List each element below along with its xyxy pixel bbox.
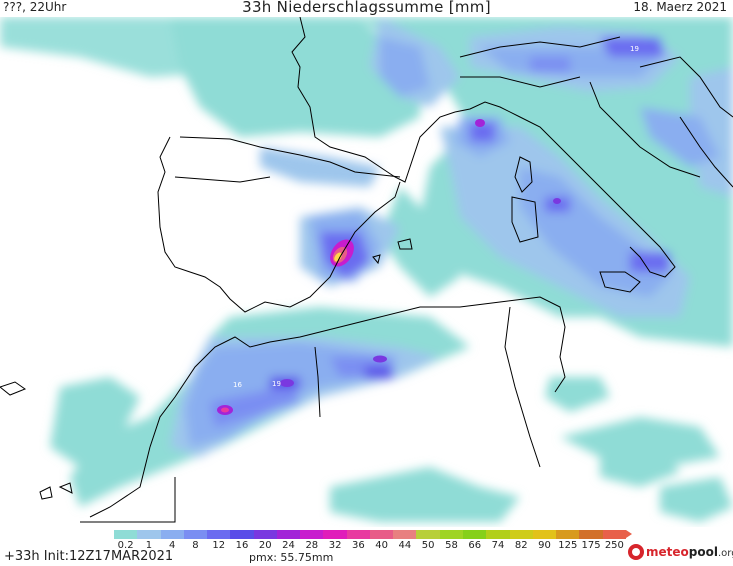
legend-swatch [253, 530, 277, 539]
legend-tick: 66 [468, 540, 482, 551]
precipitation-peaks [217, 119, 561, 415]
legend-swatch [532, 530, 557, 539]
legend-tick: 125 [558, 540, 578, 551]
legend-tick: 82 [514, 540, 528, 551]
run-time-label: ???, 22Uhr [3, 0, 67, 14]
legend-tick: 50 [421, 540, 435, 551]
legend-tick: 1 [145, 540, 153, 551]
legend-swatch [579, 530, 603, 539]
legend-tick: 4 [168, 540, 176, 551]
legend-tick: 175 [581, 540, 601, 551]
legend-swatch [486, 530, 510, 539]
map-label-b: 16 [233, 381, 242, 389]
legend-swatch [462, 530, 487, 539]
map-label-c: 19 [272, 380, 281, 388]
legend-tick: 44 [398, 540, 412, 551]
legend-swatch [416, 530, 440, 539]
legend-tick: 90 [538, 540, 551, 551]
legend-tick: 74 [491, 540, 505, 551]
map-label-a: 19 [630, 45, 639, 53]
legend-tick: 0.2 [117, 540, 134, 551]
legend-arrow-icon [626, 530, 632, 538]
legend-swatch [393, 530, 417, 539]
meteopool-logo: meteopool.org [628, 544, 733, 560]
legend-swatch [137, 530, 161, 539]
legend-swatch [207, 530, 231, 539]
legend-tick: 12 [212, 540, 226, 551]
legend-swatch [439, 530, 463, 539]
legend-tick: 28 [305, 540, 319, 551]
legend-swatch [276, 530, 301, 539]
legend-swatch [230, 530, 254, 539]
legend-swatch [300, 530, 324, 539]
legend-swatch [556, 530, 580, 539]
legend-swatch [369, 530, 394, 539]
init-label: +33h Init:12Z17MAR2021 [4, 549, 174, 564]
legend-swatch [323, 530, 347, 539]
legend-tick: 40 [375, 540, 388, 551]
legend-tick: 20 [258, 540, 272, 551]
forecast-date: 18. Maerz 2021 [633, 0, 727, 14]
logo-text: meteopool.org [646, 545, 733, 559]
pmx-label: pmx: 55.75mm [249, 551, 334, 564]
legend-swatch [114, 530, 138, 539]
logo-icon [628, 544, 644, 560]
legend-tick: 36 [351, 540, 365, 551]
legend-tick: 32 [328, 540, 342, 551]
legend-tick: 250 [604, 540, 624, 551]
legend-tick: 24 [282, 540, 295, 551]
legend-tick: 8 [192, 540, 199, 551]
legend-swatch [160, 530, 184, 539]
legend-swatch [602, 530, 626, 539]
legend-tick: 16 [235, 540, 249, 551]
legend-swatch [509, 530, 533, 539]
coastlines-borders [0, 17, 733, 523]
legend-color-bar [114, 530, 626, 539]
precipitation-map: 19 16 19 [0, 17, 733, 527]
legend-swatch [183, 530, 208, 539]
legend-tick: 58 [445, 540, 458, 551]
legend-swatch [346, 530, 370, 539]
map-title: 33h Niederschlagssumme [mm] [242, 0, 491, 16]
precipitation-fields [0, 17, 733, 522]
legend-tick-labels: 0.2 1 4 8 12 16 20 24 28 32 36 40 44 50 58 66 74 82 90 125 1… [114, 540, 626, 552]
